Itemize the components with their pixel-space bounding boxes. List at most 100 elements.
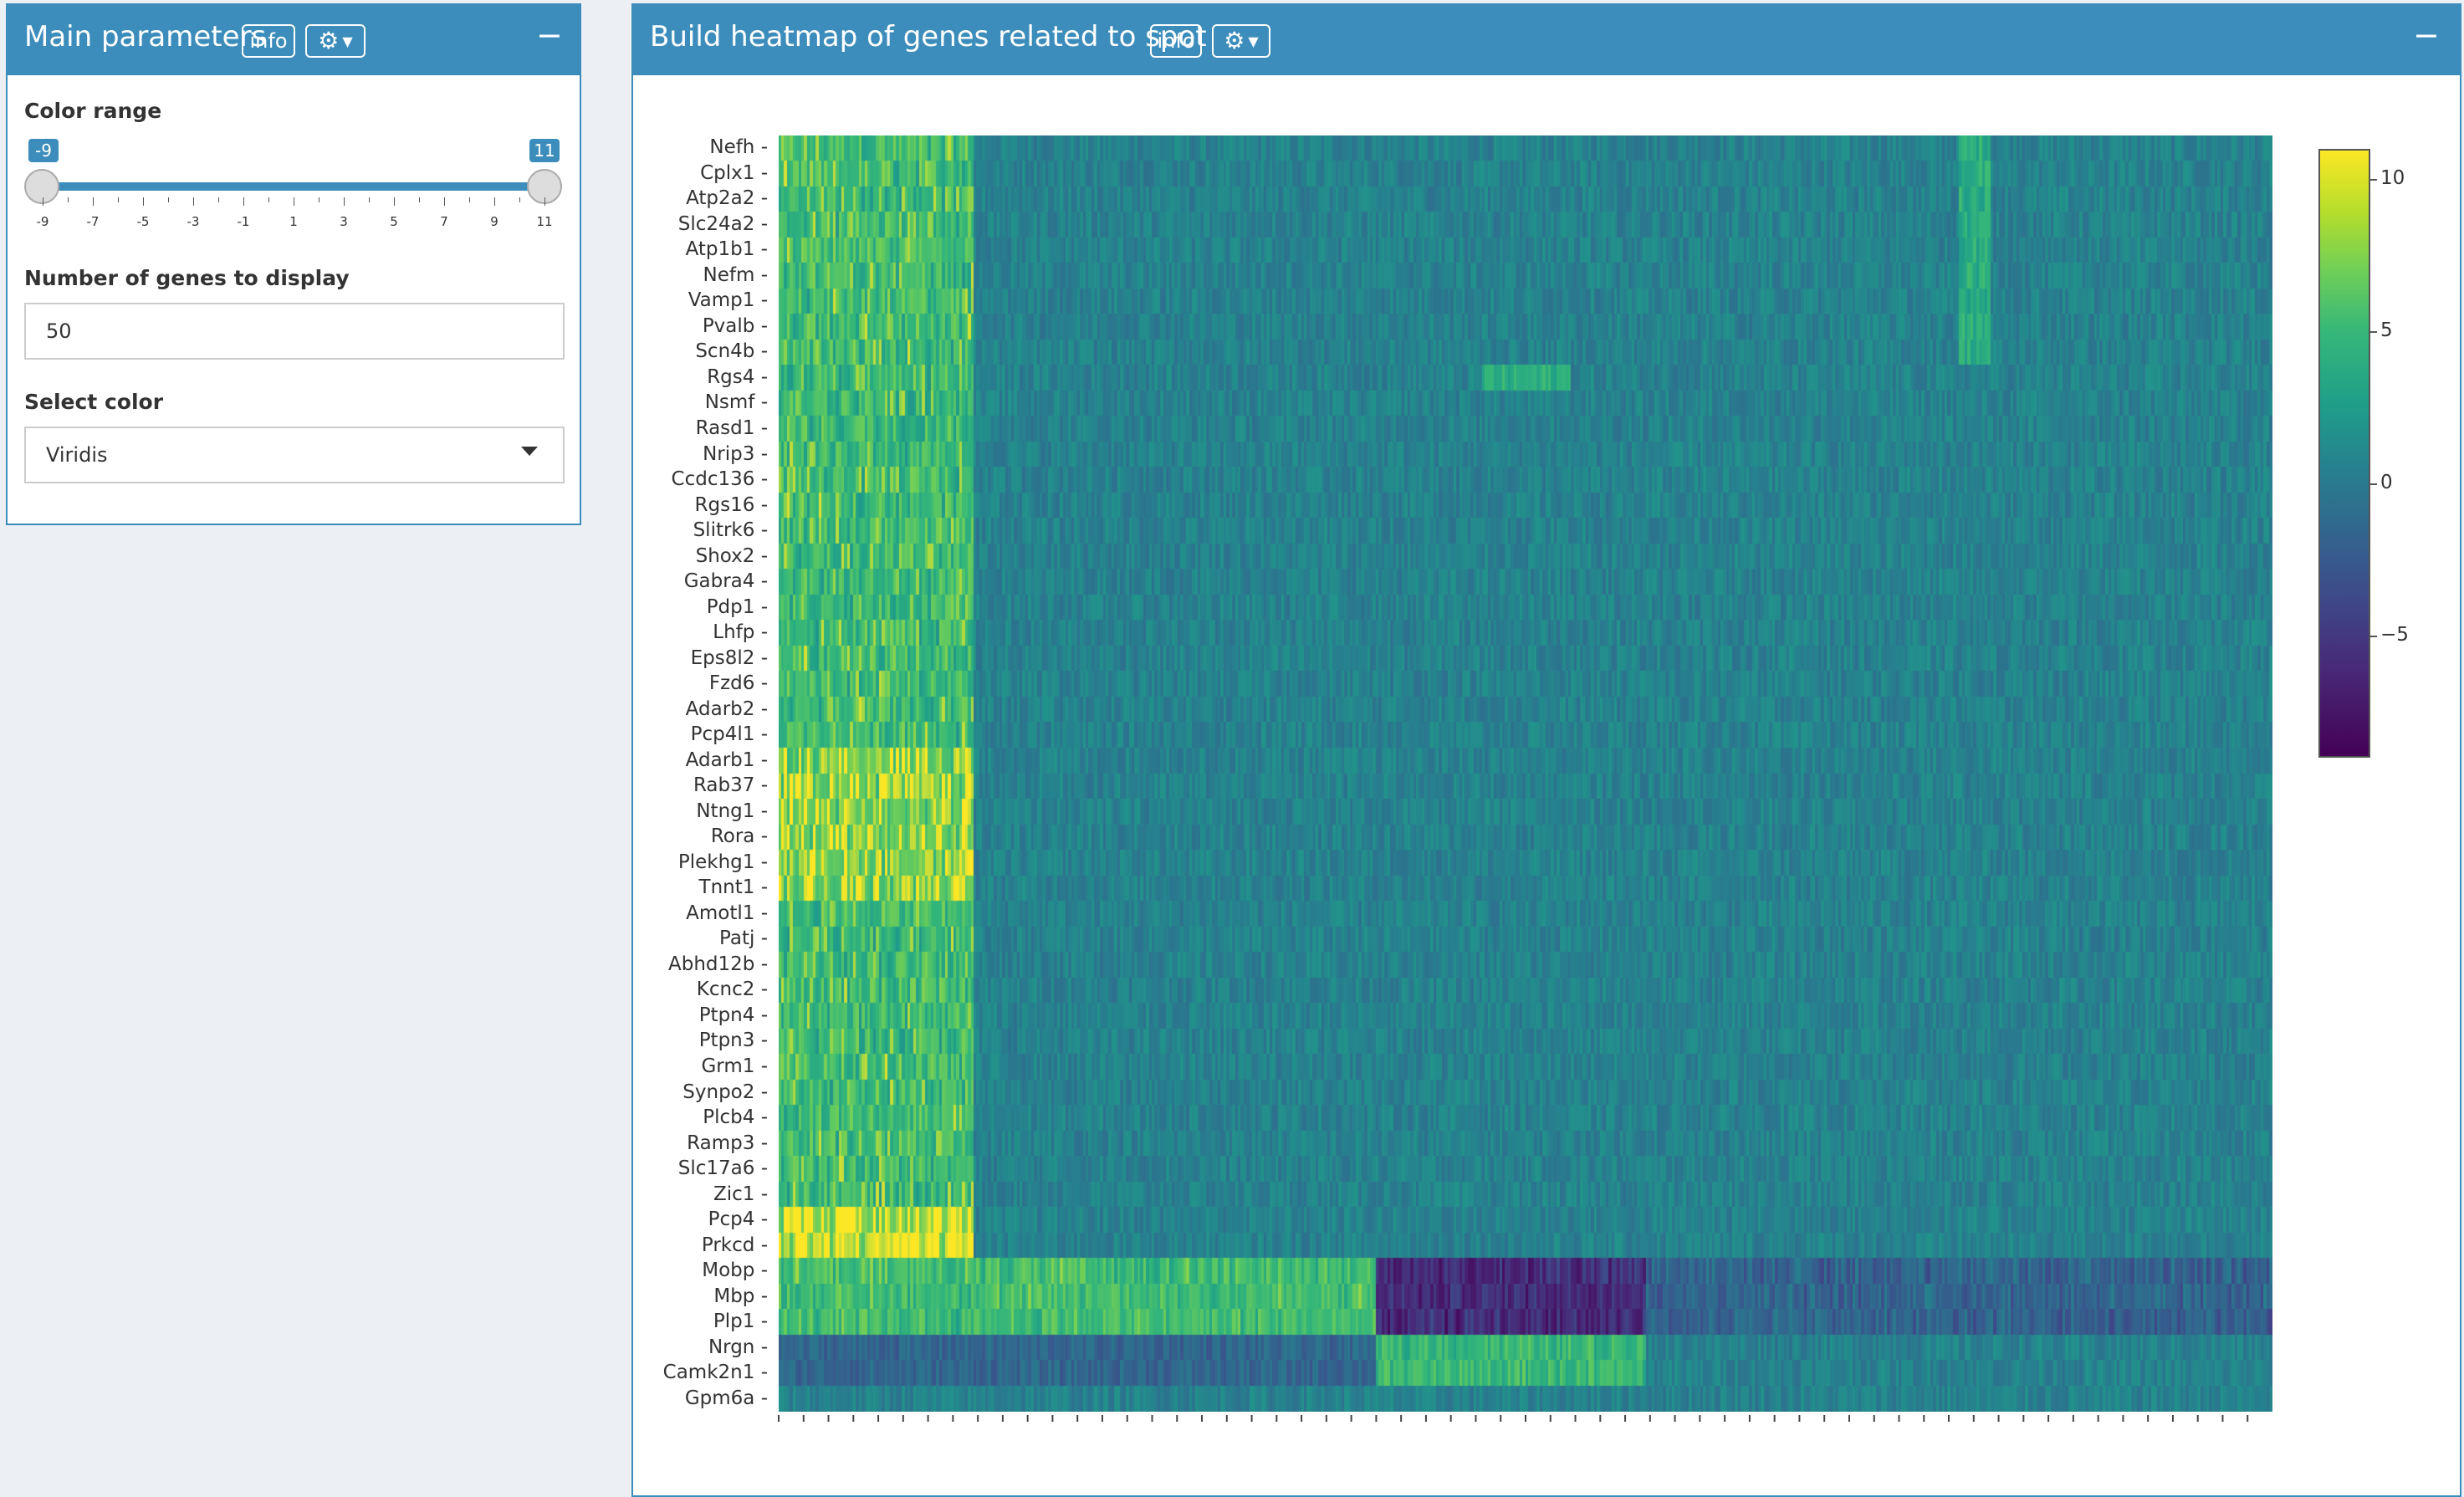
colorbar-tick-mark — [2370, 331, 2377, 334]
slider-tick-mark — [68, 197, 69, 202]
slider-tick-mark — [168, 197, 169, 202]
num-genes-label: Number of genes to display — [24, 266, 350, 290]
gene-label: Slc24a2 - — [677, 212, 768, 235]
gene-label: Nefm - — [703, 263, 768, 286]
gene-label: Atp2a2 - — [686, 187, 768, 210]
gene-label: Pdp1 - — [706, 595, 768, 618]
slider-tick-mark — [469, 197, 470, 202]
heatmap-header: Build heatmap of genes related to spot i… — [633, 5, 2460, 75]
colorbar-tick-mark — [2370, 636, 2377, 638]
gene-label: Synpo2 - — [682, 1081, 768, 1103]
gene-label: Nrgn - — [708, 1336, 768, 1358]
gene-label: Nrip3 - — [703, 442, 768, 465]
slider-tick-mark — [243, 197, 244, 206]
colorbar-tick-label: 5 — [2380, 319, 2393, 342]
colorbar-tick-mark — [2370, 179, 2377, 181]
slider-tick-mark — [444, 197, 445, 206]
colorbar-tick-mark — [2370, 483, 2377, 486]
gene-label: Scn4b - — [695, 340, 768, 363]
slider-tick-label: -5 — [136, 214, 150, 229]
slider-tick-label: 7 — [440, 214, 448, 229]
num-genes-input[interactable]: 50 — [24, 303, 565, 360]
slider-tick-label: 5 — [390, 214, 398, 229]
gene-label: Lhfp - — [713, 621, 768, 644]
gene-label: Nsmf - — [704, 391, 768, 414]
gear-icon: ⚙ — [318, 27, 340, 54]
slider-from-badge: -9 — [28, 139, 59, 162]
color-range-slider[interactable]: -9 11 -9 -7 -5 -3 -1 1 3 5 7 9 11 — [8, 130, 580, 248]
gene-label: Slitrk6 - — [693, 519, 768, 542]
gene-label: Ptpn3 - — [698, 1030, 768, 1052]
gene-label: Atp1b1 - — [685, 238, 768, 261]
gene-label: Kcnc2 - — [696, 978, 768, 1001]
slider-tick-mark — [419, 197, 420, 202]
slider-tick-label: 9 — [490, 214, 498, 229]
slider-tick-mark — [544, 197, 545, 206]
slider-tick-mark — [394, 197, 395, 206]
slider-tick-mark — [218, 197, 219, 202]
colorbar-tick-label: 0 — [2380, 472, 2393, 494]
heatmap-x-axis — [778, 1415, 2249, 1422]
caret-down-icon: ▼ — [342, 33, 353, 49]
gene-label: Grm1 - — [701, 1055, 768, 1077]
main-parameters-settings-button[interactable]: ⚙ ▼ — [305, 24, 366, 58]
slider-from-handle[interactable] — [24, 169, 59, 204]
gene-label: Amotl1 - — [686, 902, 768, 924]
slider-tick-mark — [319, 197, 320, 202]
slider-ticks: -9 -7 -5 -3 -1 1 3 5 7 9 11 — [8, 130, 580, 248]
colorbar-tick-label: −5 — [2380, 624, 2409, 646]
slider-tick-mark — [519, 197, 520, 202]
caret-down-icon — [521, 447, 538, 456]
slider-to-badge: 11 — [529, 139, 560, 162]
gene-label: Gpm6a - — [684, 1387, 768, 1409]
gene-label: Nefh - — [709, 136, 768, 159]
color-select-dropdown[interactable]: Viridis — [24, 427, 565, 483]
gene-label: Ccdc136 - — [671, 468, 768, 491]
slider-tick-mark — [93, 197, 94, 206]
caret-down-icon: ▼ — [1248, 33, 1259, 49]
gene-label: Plcb4 - — [703, 1106, 768, 1129]
main-parameters-collapse-button[interactable]: − — [536, 17, 563, 54]
slider-tick-mark — [494, 197, 495, 206]
gene-label: Ptpn4 - — [698, 1004, 768, 1026]
heatmap-collapse-button[interactable]: − — [2413, 17, 2440, 54]
gene-label: Zic1 - — [713, 1183, 768, 1205]
gene-label: Abhd12b - — [668, 953, 768, 975]
slider-tick-mark — [143, 197, 144, 206]
color-select-value: Viridis — [46, 443, 108, 467]
slider-tick-label: 3 — [340, 214, 348, 229]
slider-tick-label: 1 — [289, 214, 298, 229]
gene-label: Eps8l2 - — [690, 646, 768, 669]
gear-icon: ⚙ — [1224, 27, 1245, 54]
heatmap-info-button[interactable]: info — [1150, 24, 1202, 58]
slider-tick-label: -3 — [187, 214, 200, 229]
gene-label: Shox2 - — [695, 544, 768, 567]
slider-tick-label: 11 — [536, 214, 553, 229]
gene-label: Prkcd - — [701, 1234, 768, 1256]
slider-tick-mark — [369, 197, 370, 202]
gene-label: Plekhg1 - — [677, 851, 768, 873]
slider-tick-mark — [268, 197, 269, 202]
heatmap-settings-button[interactable]: ⚙ ▼ — [1212, 24, 1270, 58]
gene-label: Cplx1 - — [700, 161, 768, 184]
gene-label: Rora - — [710, 825, 768, 848]
heatmap-plot[interactable] — [779, 135, 2272, 1412]
main-parameters-title: Main parameters — [24, 20, 267, 54]
gene-label: Mobp - — [702, 1259, 768, 1282]
gene-label: Slc17a6 - — [677, 1157, 768, 1180]
gene-label: Rasd1 - — [695, 416, 768, 439]
heatmap-title: Build heatmap of genes related to spot — [650, 20, 1207, 54]
select-color-label: Select color — [24, 390, 164, 414]
gene-label: Ntng1 - — [696, 800, 768, 822]
main-parameters-info-button[interactable]: info — [242, 24, 295, 58]
gene-label: Adarb1 - — [685, 748, 768, 771]
slider-tick-label: -7 — [86, 214, 100, 229]
slider-tick-mark — [344, 197, 345, 206]
gene-label: Vamp1 - — [688, 289, 768, 312]
main-parameters-panel: Main parameters info ⚙ ▼ − Color range -9… — [6, 3, 581, 525]
colorbar-tick-label: 10 — [2380, 167, 2405, 190]
gene-label: Pcp4l1 - — [690, 723, 768, 746]
gene-label: Rgs4 - — [707, 365, 768, 388]
slider-tick-mark — [118, 197, 119, 202]
gene-label: Gabra4 - — [683, 570, 768, 593]
